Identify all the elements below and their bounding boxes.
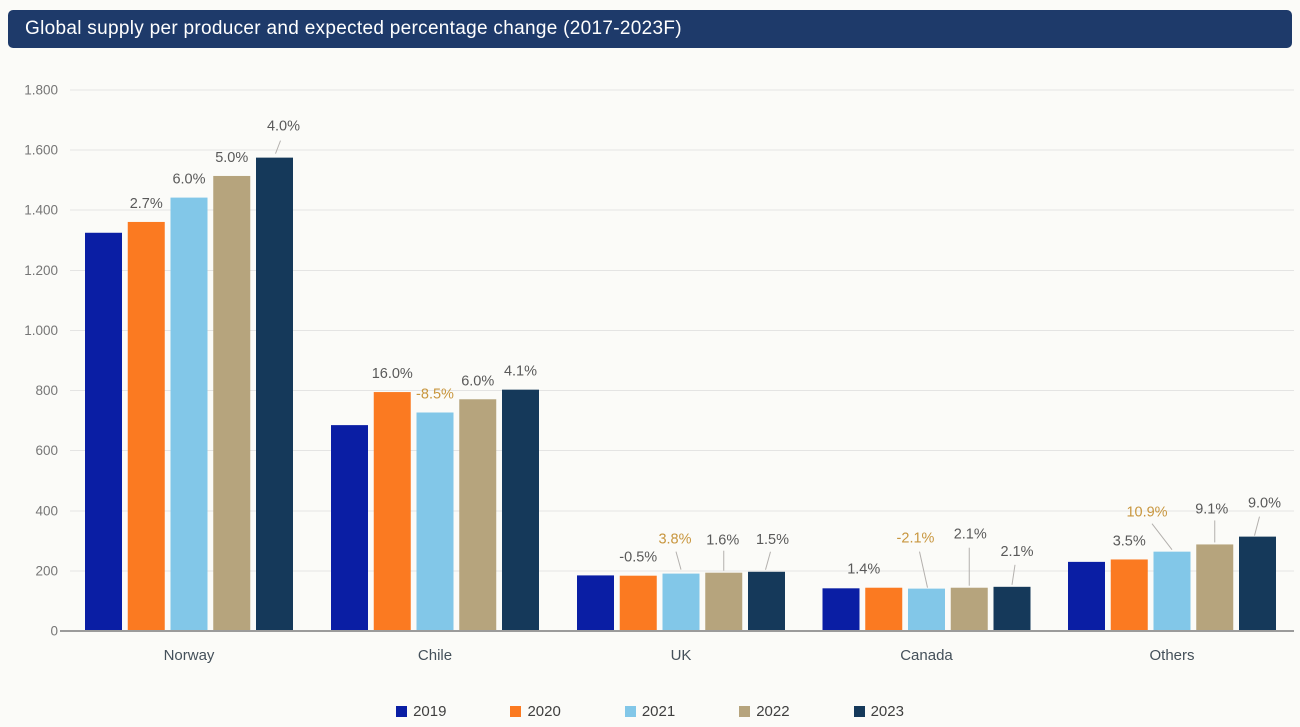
pct-label-canada-2021: -2.1% bbox=[897, 531, 935, 547]
bar-canada-2022[interactable] bbox=[950, 587, 988, 631]
legend-marker-2020 bbox=[510, 706, 522, 717]
bar-uk-2020[interactable] bbox=[619, 575, 657, 631]
pct-label-uk-2023: 1.5% bbox=[756, 532, 789, 548]
bar-chile-2020[interactable] bbox=[373, 392, 411, 631]
legend-label-2020: 2020 bbox=[527, 703, 561, 720]
x-label-uk: UK bbox=[671, 647, 692, 664]
bar-others-2021[interactable] bbox=[1153, 551, 1191, 631]
y-tick-1400: 1.400 bbox=[24, 203, 58, 218]
bar-others-2019[interactable] bbox=[1068, 561, 1105, 631]
pct-label-canada-2022: 2.1% bbox=[954, 527, 987, 543]
pct-label-norway-2023: 4.0% bbox=[267, 119, 300, 135]
label-leader-line bbox=[919, 551, 928, 588]
bar-uk-2022[interactable] bbox=[705, 572, 743, 631]
pct-label-others-2023: 9.0% bbox=[1248, 496, 1281, 512]
bar-uk-2023[interactable] bbox=[748, 571, 785, 631]
y-tick-600: 600 bbox=[35, 443, 58, 458]
bar-chile-2023[interactable] bbox=[502, 389, 539, 631]
pct-label-uk-2021: 3.8% bbox=[658, 532, 691, 548]
pct-label-chile-2021: -8.5% bbox=[416, 386, 454, 402]
bar-norway-2019[interactable] bbox=[85, 232, 122, 631]
y-tick-0: 0 bbox=[50, 624, 58, 639]
label-leader-line bbox=[765, 551, 771, 570]
legend-item-2023[interactable]: 2023 bbox=[853, 703, 904, 720]
label-leader-line bbox=[275, 140, 281, 154]
bar-uk-2019[interactable] bbox=[577, 575, 614, 631]
legend-marker-2023 bbox=[853, 706, 865, 717]
legend-marker-2019 bbox=[396, 706, 408, 717]
legend-label-2022: 2022 bbox=[756, 703, 790, 720]
y-tick-1000: 1.000 bbox=[24, 323, 58, 338]
pct-label-norway-2020: 2.7% bbox=[130, 196, 163, 212]
y-tick-1800: 1.800 bbox=[24, 83, 58, 98]
bar-canada-2021[interactable] bbox=[908, 588, 945, 631]
pct-label-canada-2023: 2.1% bbox=[1000, 544, 1033, 560]
pct-label-uk-2020: -0.5% bbox=[619, 550, 657, 566]
pct-label-norway-2022: 5.0% bbox=[215, 150, 248, 166]
bar-others-2020[interactable] bbox=[1110, 559, 1148, 631]
bar-chile-2022[interactable] bbox=[459, 399, 497, 631]
pct-label-uk-2022: 1.6% bbox=[706, 533, 739, 549]
pct-label-chile-2023: 4.1% bbox=[504, 364, 537, 380]
legend-label-2023: 2023 bbox=[870, 703, 904, 720]
bar-chile-2021[interactable] bbox=[416, 412, 454, 631]
bar-norway-2020[interactable] bbox=[127, 221, 165, 631]
legend-label-2019: 2019 bbox=[413, 703, 447, 720]
y-tick-400: 400 bbox=[35, 503, 58, 518]
pct-label-others-2021: 10.9% bbox=[1126, 505, 1167, 521]
bar-norway-2021[interactable] bbox=[170, 197, 208, 632]
bar-canada-2020[interactable] bbox=[865, 587, 903, 631]
legend-item-2020[interactable]: 2020 bbox=[510, 703, 561, 720]
chart-title: Global supply per producer and expected … bbox=[25, 18, 682, 39]
label-leader-line bbox=[1254, 516, 1260, 536]
legend-marker-2021 bbox=[624, 706, 636, 717]
pct-label-chile-2020: 16.0% bbox=[372, 366, 413, 382]
chart-legend: 2019 2020 2021 2022 2023 bbox=[0, 703, 1300, 720]
bar-canada-2019[interactable] bbox=[822, 588, 860, 631]
pct-label-canada-2020: 1.4% bbox=[847, 562, 880, 578]
label-leader-line bbox=[1011, 564, 1016, 585]
bar-uk-2021[interactable] bbox=[662, 573, 700, 631]
pct-label-chile-2022: 6.0% bbox=[461, 373, 494, 389]
x-label-norway: Norway bbox=[164, 647, 215, 664]
bar-canada-2023[interactable] bbox=[993, 586, 1031, 631]
legend-item-2019[interactable]: 2019 bbox=[396, 703, 446, 720]
chart-title-bar: Global supply per producer and expected … bbox=[8, 10, 1292, 48]
y-tick-800: 800 bbox=[35, 383, 58, 398]
legend-item-2021[interactable]: 2021 bbox=[624, 703, 676, 720]
pct-label-others-2020: 3.5% bbox=[1113, 533, 1146, 549]
x-label-chile: Chile bbox=[418, 647, 452, 664]
bar-chile-2019[interactable] bbox=[331, 425, 368, 631]
bar-others-2022[interactable] bbox=[1196, 544, 1234, 631]
bar-norway-2023[interactable] bbox=[256, 157, 293, 631]
legend-item-2022[interactable]: 2022 bbox=[739, 703, 790, 720]
bar-norway-2022[interactable] bbox=[213, 175, 251, 631]
x-label-others: Others bbox=[1149, 647, 1194, 664]
y-tick-1600: 1.600 bbox=[24, 143, 58, 158]
label-leader-line bbox=[675, 551, 682, 570]
legend-label-2021: 2021 bbox=[641, 703, 676, 720]
y-tick-200: 200 bbox=[35, 563, 58, 578]
bar-others-2023[interactable] bbox=[1239, 536, 1276, 631]
legend-marker-2022 bbox=[739, 706, 751, 717]
x-label-canada: Canada bbox=[900, 647, 953, 664]
pct-label-norway-2021: 6.0% bbox=[172, 172, 205, 188]
y-tick-1200: 1.200 bbox=[24, 263, 58, 278]
pct-label-others-2022: 9.1% bbox=[1195, 501, 1228, 517]
label-leader-line bbox=[1151, 523, 1173, 550]
